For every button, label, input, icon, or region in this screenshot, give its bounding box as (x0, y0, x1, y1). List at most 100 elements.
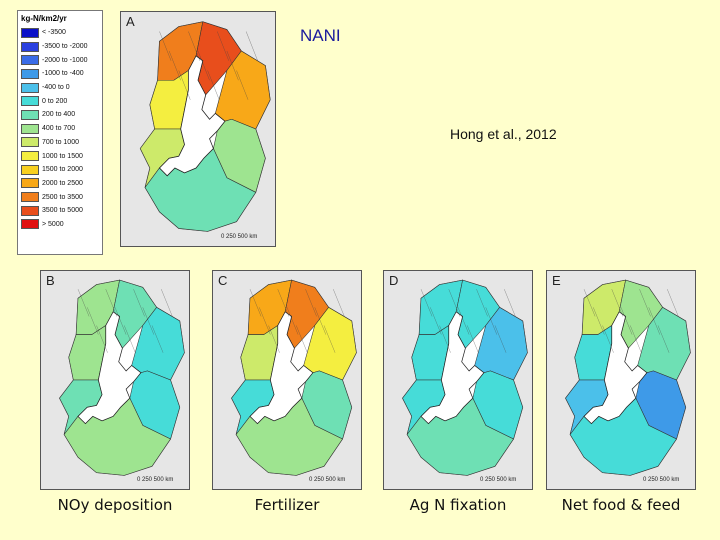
catchment-line (494, 325, 507, 353)
scale-bar-labels: 0 250 500 km (137, 477, 174, 483)
catchment-line (602, 325, 614, 353)
scale-bar-labels: 0 250 500 km (309, 477, 346, 483)
panel-letter-d: D (389, 273, 399, 288)
scale-bar-e: 0 250 500 km (643, 477, 693, 483)
catchment-line (178, 70, 191, 100)
catchment-line (159, 31, 172, 61)
map-legend: kg-N/km2/yr < -3500 -3500 to -2000 -2000 t… (17, 10, 103, 255)
legend-item: > 5000 (21, 218, 99, 232)
scale-bar-labels: 0 250 500 km (480, 477, 517, 483)
catchment-line (648, 307, 660, 335)
legend-item: 200 to 400 (21, 108, 99, 122)
legend-item: 2500 to 3500 (21, 190, 99, 204)
legend-item: 700 to 1000 (21, 136, 99, 150)
catchment-line (249, 289, 262, 317)
catchment-line (245, 31, 258, 61)
legend-item: -3500 to -2000 (21, 40, 99, 54)
catchment-line (114, 307, 127, 335)
legend-swatch (21, 68, 39, 79)
legend-title: kg-N/km2/yr (21, 14, 67, 23)
legend-swatch (21, 178, 39, 189)
legend-swatch (21, 137, 39, 148)
caption-noy-deposition: NOy deposition (57, 496, 173, 514)
baltic-sea (583, 311, 648, 425)
catchment-line (467, 325, 479, 353)
catchment-line (296, 325, 308, 353)
legend-label: 200 to 400 (42, 111, 76, 119)
legend-item: 1000 to 1500 (21, 149, 99, 163)
catchment-line (268, 325, 280, 353)
legend-swatch (21, 55, 39, 66)
legend-item: -1000 to -400 (21, 67, 99, 81)
catchment-line (105, 289, 117, 317)
legend-item: < -3500 (21, 26, 99, 40)
baltic-sea (249, 311, 314, 425)
catchment-line (286, 307, 299, 335)
catchment-line (305, 289, 317, 317)
legend-swatch (21, 96, 39, 107)
catchment-line (161, 289, 173, 317)
citation: Hong et al., 2012 (450, 126, 557, 142)
legend-item: 400 to 700 (21, 122, 99, 136)
catchment-line (168, 50, 181, 81)
catchment-line (188, 31, 201, 61)
catchment-line (207, 70, 220, 100)
legend-swatch (21, 151, 39, 162)
legend-label: -400 to 0 (42, 84, 70, 92)
caption-net-food-feed: Net food & feed (561, 496, 681, 514)
legend-label: > 5000 (42, 220, 64, 228)
legend-label: -1000 to -400 (42, 70, 84, 78)
catchment-line (236, 70, 249, 100)
legend-label: 700 to 1000 (42, 138, 79, 146)
legend-label: < -3500 (42, 29, 66, 37)
catchment-line (87, 307, 99, 335)
legend-label: 3500 to 5000 (42, 207, 83, 215)
catchment-line (630, 325, 642, 353)
legend-label: 0 to 200 (42, 97, 68, 105)
legend-item: 0 to 200 (21, 94, 99, 108)
panel-letter-e: E (552, 273, 561, 288)
map-panel-e: E 0 250 500 km (546, 270, 696, 490)
scale-bar-d: 0 250 500 km (480, 477, 530, 483)
caption-fertilizer: Fertilizer (254, 496, 320, 514)
catchment-line (333, 289, 345, 317)
catchment-line (277, 289, 289, 317)
legend-label: 400 to 700 (42, 125, 76, 133)
catchment-line (151, 325, 164, 353)
legend-label: 1000 to 1500 (42, 152, 83, 160)
map-e-svg (547, 271, 695, 489)
catchment-line (448, 289, 460, 317)
legend-swatch (21, 164, 39, 175)
catchment-line (217, 31, 229, 61)
map-panel-b: B 0 250 500 km (40, 270, 190, 490)
legend-label: -2000 to -1000 (42, 56, 88, 64)
catchment-line (77, 289, 90, 317)
catchment-line (583, 289, 596, 317)
legend-swatch (21, 192, 39, 203)
scale-bar-c: 0 250 500 km (309, 477, 359, 483)
catchment-line (430, 307, 442, 335)
legend-item: -400 to 0 (21, 81, 99, 95)
panel-letter-c: C (218, 273, 228, 288)
baltic-sea (77, 311, 142, 425)
catchment-line (457, 307, 470, 335)
catchment-line (667, 289, 679, 317)
map-d-svg (384, 271, 532, 489)
catchment-line (611, 289, 623, 317)
legend-swatch (21, 27, 39, 38)
catchment-line (142, 307, 154, 335)
legend-swatch (21, 219, 39, 230)
catchment-line (439, 325, 451, 353)
map-panel-c: C 0 250 500 km (212, 270, 362, 490)
legend-label: 1500 to 2000 (42, 166, 83, 174)
legend-label: -3500 to -2000 (42, 43, 88, 51)
catchment-line (620, 307, 633, 335)
map-panel-d: D 0 250 500 km (383, 270, 533, 490)
scale-bar-labels: 0 250 500 km (643, 477, 680, 483)
catchment-line (420, 289, 433, 317)
legend-items: < -3500 -3500 to -2000 -2000 to -1000 -1000… (21, 26, 99, 231)
map-panel-a: A 0 250 500 km (120, 11, 276, 247)
catchment-line (124, 325, 136, 353)
legend-swatch (21, 205, 39, 216)
catchment-line (476, 289, 488, 317)
